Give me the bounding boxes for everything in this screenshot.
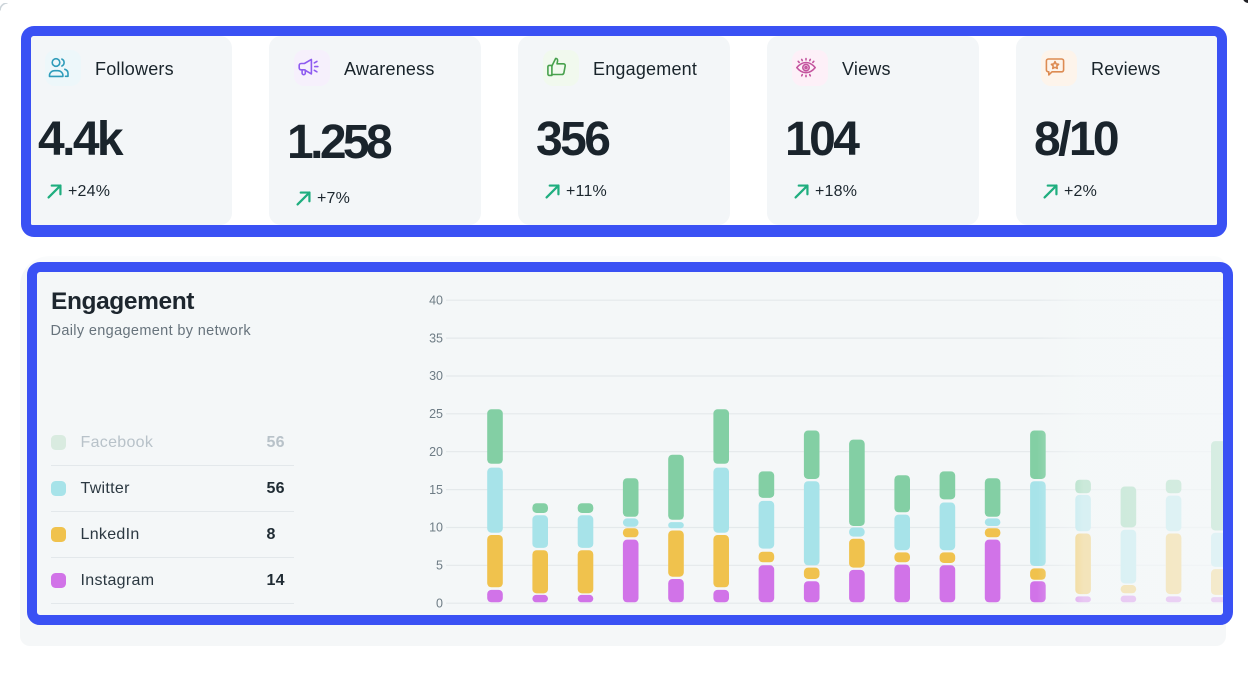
svg-text:5: 5 xyxy=(436,559,443,573)
svg-text:20: 20 xyxy=(429,445,443,459)
svg-text:25: 25 xyxy=(429,407,443,421)
svg-text:0: 0 xyxy=(436,596,443,610)
svg-text:15: 15 xyxy=(429,483,443,497)
svg-text:10: 10 xyxy=(429,521,443,535)
svg-text:40: 40 xyxy=(429,293,443,307)
svg-text:30: 30 xyxy=(429,369,443,383)
svg-text:35: 35 xyxy=(429,331,443,345)
